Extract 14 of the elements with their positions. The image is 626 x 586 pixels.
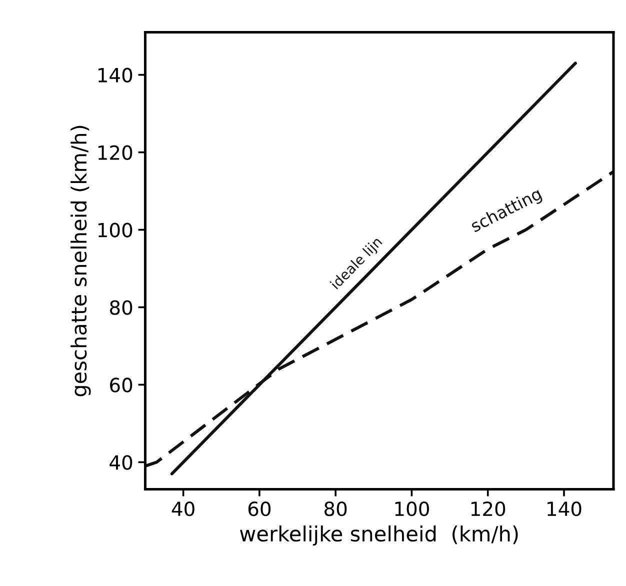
y-tick-label: 40 bbox=[110, 455, 132, 470]
x-tick-label: 80 bbox=[324, 501, 347, 516]
x-tick-label: 40 bbox=[172, 501, 194, 516]
x-tick-label: 60 bbox=[248, 501, 271, 516]
y-tick-label: 100 bbox=[98, 222, 132, 238]
y-tick-label: 80 bbox=[110, 300, 132, 315]
x-tick-label: 140 bbox=[548, 501, 582, 516]
y-axis-title: geschatte snelheid (km/h) bbox=[70, 126, 91, 396]
y-tick-label: 60 bbox=[110, 378, 132, 392]
x-tick-label: 120 bbox=[471, 501, 506, 516]
y-tick-label: 120 bbox=[98, 145, 132, 160]
x-tick-label: 100 bbox=[395, 501, 429, 516]
y-tick-label: 140 bbox=[98, 68, 132, 83]
x-axis-title: werkelijke snelheid (km/h) bbox=[240, 525, 518, 546]
